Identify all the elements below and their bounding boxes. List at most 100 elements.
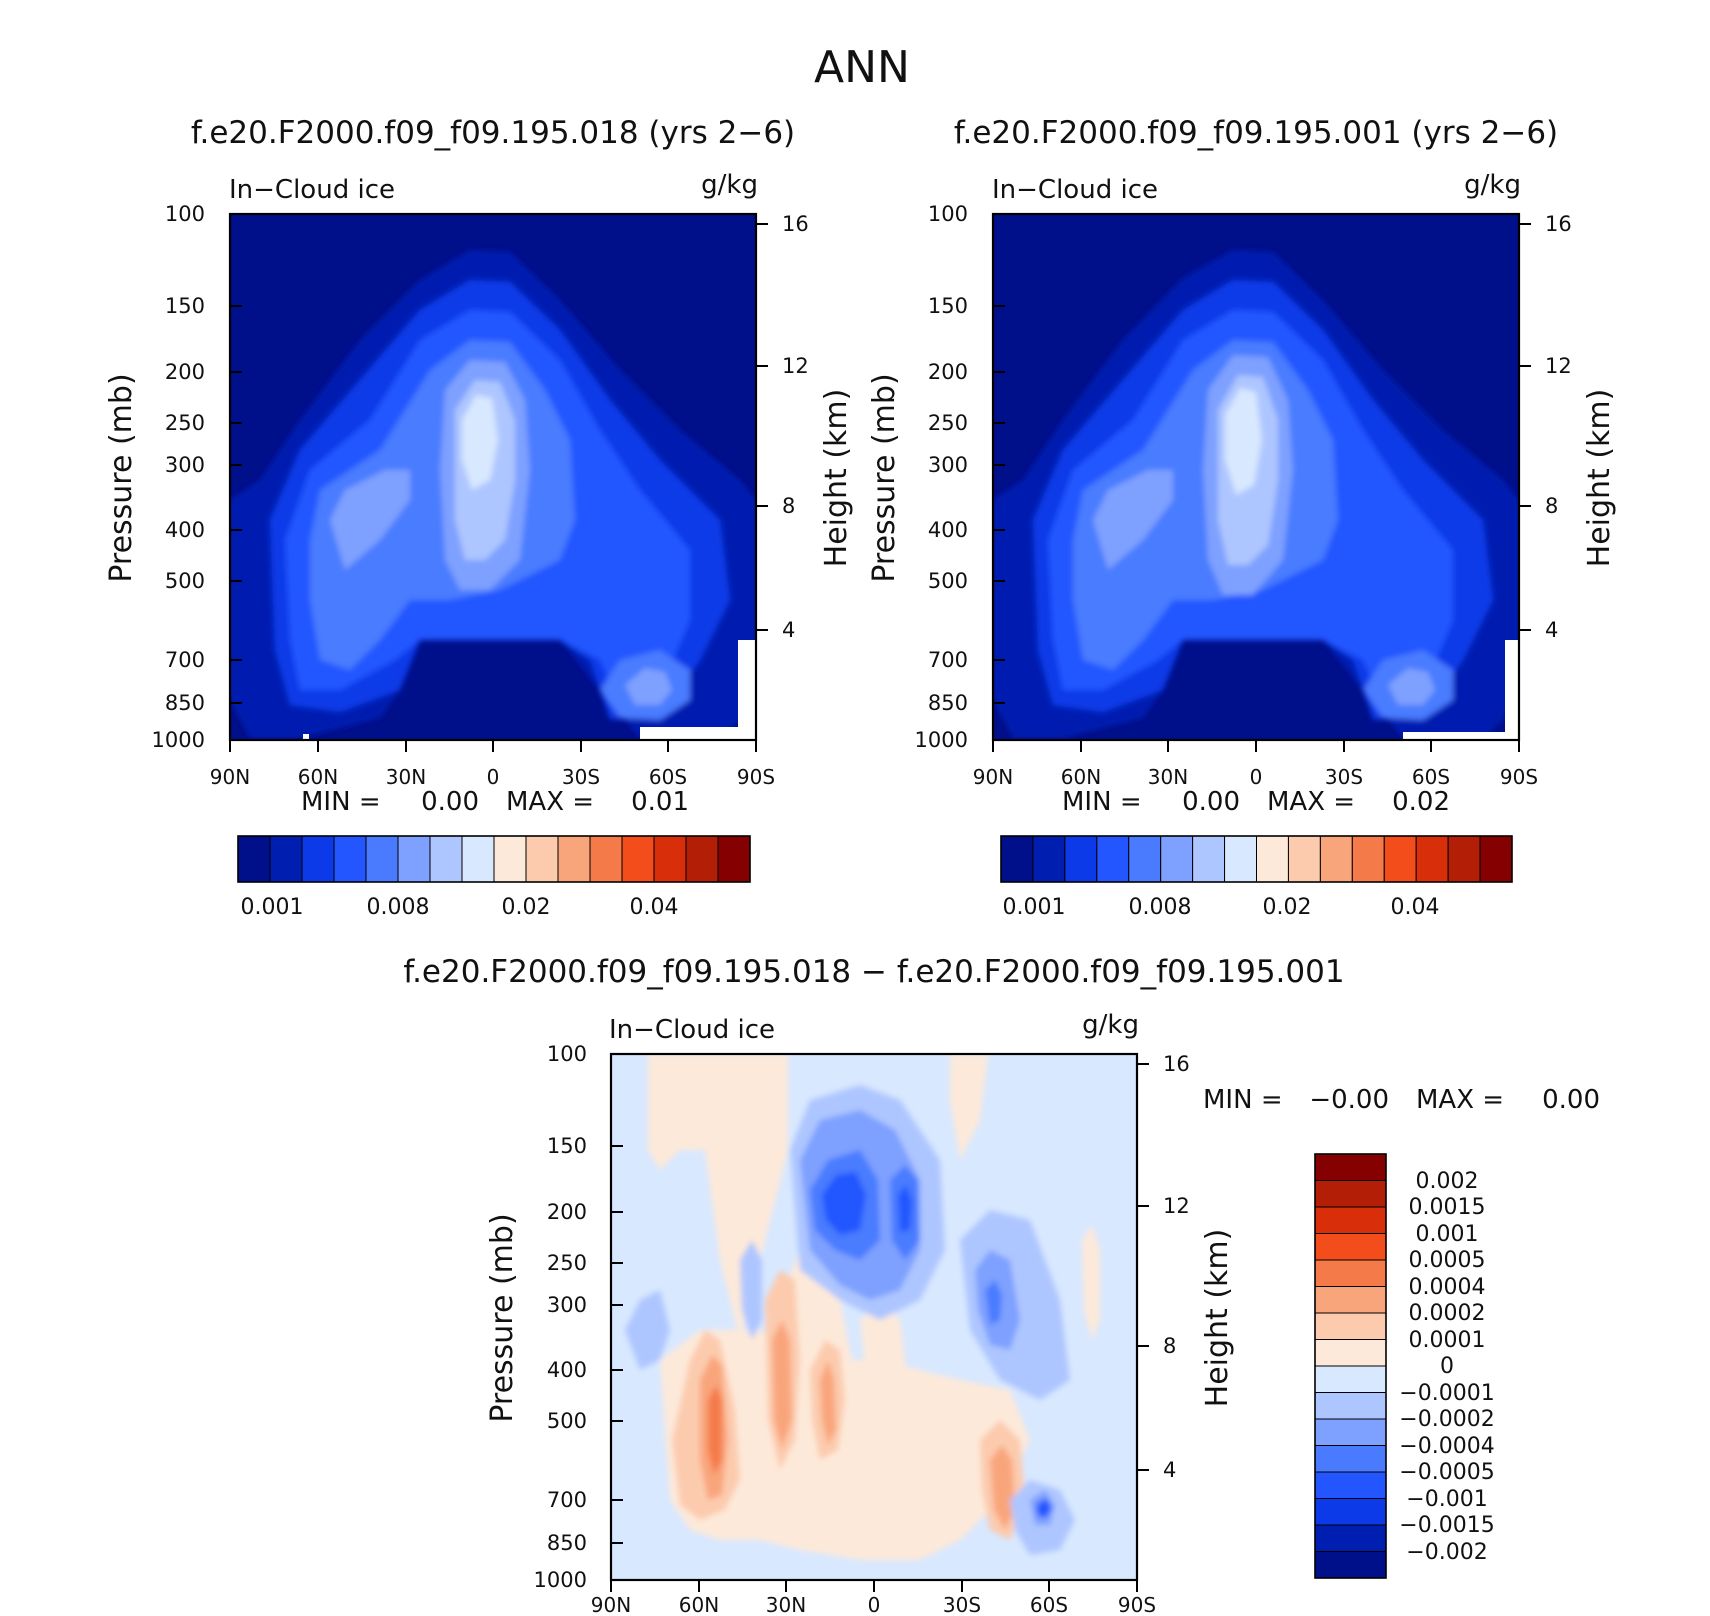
colorbar-label: −0.001	[1406, 1487, 1487, 1512]
colorbar-label: −0.0002	[1399, 1407, 1494, 1432]
x-tick-label: 30N	[1148, 765, 1188, 789]
x-tick-label: 60N	[298, 765, 338, 789]
colorbar: 0.001 0.008 0.02 0.04	[1000, 835, 1513, 920]
contour-positive-1b	[950, 1054, 988, 1160]
colorbar-swatch	[1314, 1498, 1387, 1526]
units-label: g/kg	[1464, 170, 1521, 200]
y-tick-label: 150	[165, 294, 205, 318]
y-axis-label: Pressure (mb)	[104, 373, 139, 582]
x-axis: 90N 60N 30N 0 30S 60S 90S	[973, 740, 1538, 789]
y-tick-label: 700	[547, 1488, 587, 1512]
x-tick-label: 30N	[386, 765, 426, 789]
min-label: MIN =	[1203, 1085, 1283, 1115]
variable-label: In−Cloud ice	[609, 1015, 775, 1045]
colorbar-label: 0.0004	[1409, 1275, 1486, 1300]
colorbar-swatches	[1000, 835, 1513, 883]
colorbar-label: 0.0005	[1409, 1248, 1486, 1273]
panel-title: f.e20.F2000.f09_f09.195.001 (yrs 2−6)	[954, 115, 1558, 151]
y-right-tick-label: 16	[782, 212, 809, 236]
colorbar-swatch	[1096, 835, 1130, 883]
colorbar-label: 0.008	[367, 895, 430, 920]
y-right-tick-label: 12	[1163, 1194, 1190, 1218]
panel-title: f.e20.F2000.f09_f09.195.018 − f.e20.F200…	[403, 954, 1344, 990]
contour-positive-1e	[860, 1300, 910, 1430]
contour-fill	[230, 250, 756, 738]
contour-positive-3d	[990, 1445, 1015, 1530]
colorbar-label: 0.008	[1129, 895, 1192, 920]
contour-fill	[625, 1054, 1100, 1560]
x-tick-label: 60S	[649, 765, 687, 789]
y-right-tick-label: 12	[782, 354, 809, 378]
contour-field	[611, 1054, 1137, 1580]
colorbar-label: −0.0005	[1399, 1460, 1494, 1485]
colorbar-swatch	[717, 835, 751, 883]
colorbar-swatch	[1224, 835, 1257, 883]
x-tick-label: 30S	[1325, 765, 1363, 789]
colorbar-swatch	[1479, 835, 1513, 883]
colorbar-swatch	[1351, 835, 1385, 883]
contour-negative-2c	[625, 1290, 670, 1370]
y-right-tick-label: 16	[1545, 212, 1572, 236]
x-tick-label: 90S	[737, 765, 775, 789]
y-tick-label: 100	[928, 202, 968, 226]
contour-field	[993, 214, 1519, 740]
y-right-tick-label: 4	[782, 618, 795, 642]
y-tick-label: 700	[928, 648, 968, 672]
max-label: MAX =	[1267, 787, 1355, 817]
colorbar-swatch	[653, 835, 687, 883]
colorbar-swatch	[1314, 1180, 1387, 1208]
contour-level-7	[462, 395, 498, 490]
max-label: MAX =	[1416, 1085, 1504, 1115]
colorbar-label: 0.04	[630, 895, 679, 920]
y-tick-label: 850	[547, 1531, 587, 1555]
contour-negative-5c	[1036, 1498, 1052, 1518]
colorbar-frame	[1314, 1153, 1387, 1579]
colorbar-swatch	[493, 835, 527, 883]
colorbar-label: 0.0001	[1409, 1328, 1486, 1353]
y-tick-label: 300	[547, 1293, 587, 1317]
colorbar-swatch	[1314, 1233, 1387, 1261]
x-axis: 90N 60N 30N 0 30S 60S 90S	[591, 1580, 1156, 1616]
contour-positive-3b	[772, 1320, 792, 1450]
colorbar-swatch	[1256, 835, 1289, 883]
contour-level-7	[1225, 388, 1262, 495]
colorbar-swatch	[1192, 835, 1226, 883]
y-tick-label: 100	[165, 202, 205, 226]
y-tick-label: 400	[547, 1358, 587, 1382]
colorbar-swatch	[365, 835, 399, 883]
colorbar-label: 0.001	[1003, 895, 1066, 920]
figure-title: ANN	[814, 42, 910, 93]
units-label: g/kg	[701, 170, 758, 200]
colorbar-label: 0	[1440, 1354, 1454, 1379]
colorbar-swatch	[525, 835, 559, 883]
y-tick-label: 500	[165, 569, 205, 593]
colorbar-swatch	[1287, 835, 1321, 883]
x-tick-label: 60N	[679, 1593, 719, 1616]
colorbar-label: 0.001	[241, 895, 304, 920]
panel-title: f.e20.F2000.f09_f09.195.018 (yrs 2−6)	[191, 115, 795, 151]
colorbar-swatch	[333, 835, 367, 883]
colorbar-swatch	[1314, 1286, 1387, 1314]
x-tick-label: 0	[487, 765, 500, 789]
y-tick-label: 850	[165, 691, 205, 715]
y-axis-right-label: Height (km)	[1582, 389, 1617, 568]
y-axis-left: 100 150 200 250 300 400 500 700 850 1000	[152, 202, 242, 752]
units-label: g/kg	[1082, 1010, 1139, 1040]
colorbar-swatch	[1314, 1206, 1387, 1234]
y-tick-label: 250	[547, 1251, 587, 1275]
contour-negative-4c	[985, 1280, 1002, 1325]
missing-data-region	[738, 640, 756, 740]
x-tick-label: 30N	[766, 1593, 806, 1616]
y-right-tick-label: 8	[1163, 1334, 1176, 1358]
colorbar-label: 0.0002	[1409, 1301, 1486, 1326]
colorbar-swatch	[429, 835, 463, 883]
x-tick-label: 0	[1250, 765, 1263, 789]
panel-difference: f.e20.F2000.f09_f09.195.018 − f.e20.F200…	[403, 954, 1600, 1616]
colorbar-swatch	[1314, 1259, 1387, 1287]
colorbar-label: 0.02	[1263, 895, 1312, 920]
y-right-tick-label: 16	[1163, 1052, 1190, 1076]
colorbar-label: −0.0015	[1399, 1513, 1494, 1538]
x-tick-label: 90N	[591, 1593, 631, 1616]
y-tick-label: 200	[928, 360, 968, 384]
contour-field	[230, 214, 756, 740]
